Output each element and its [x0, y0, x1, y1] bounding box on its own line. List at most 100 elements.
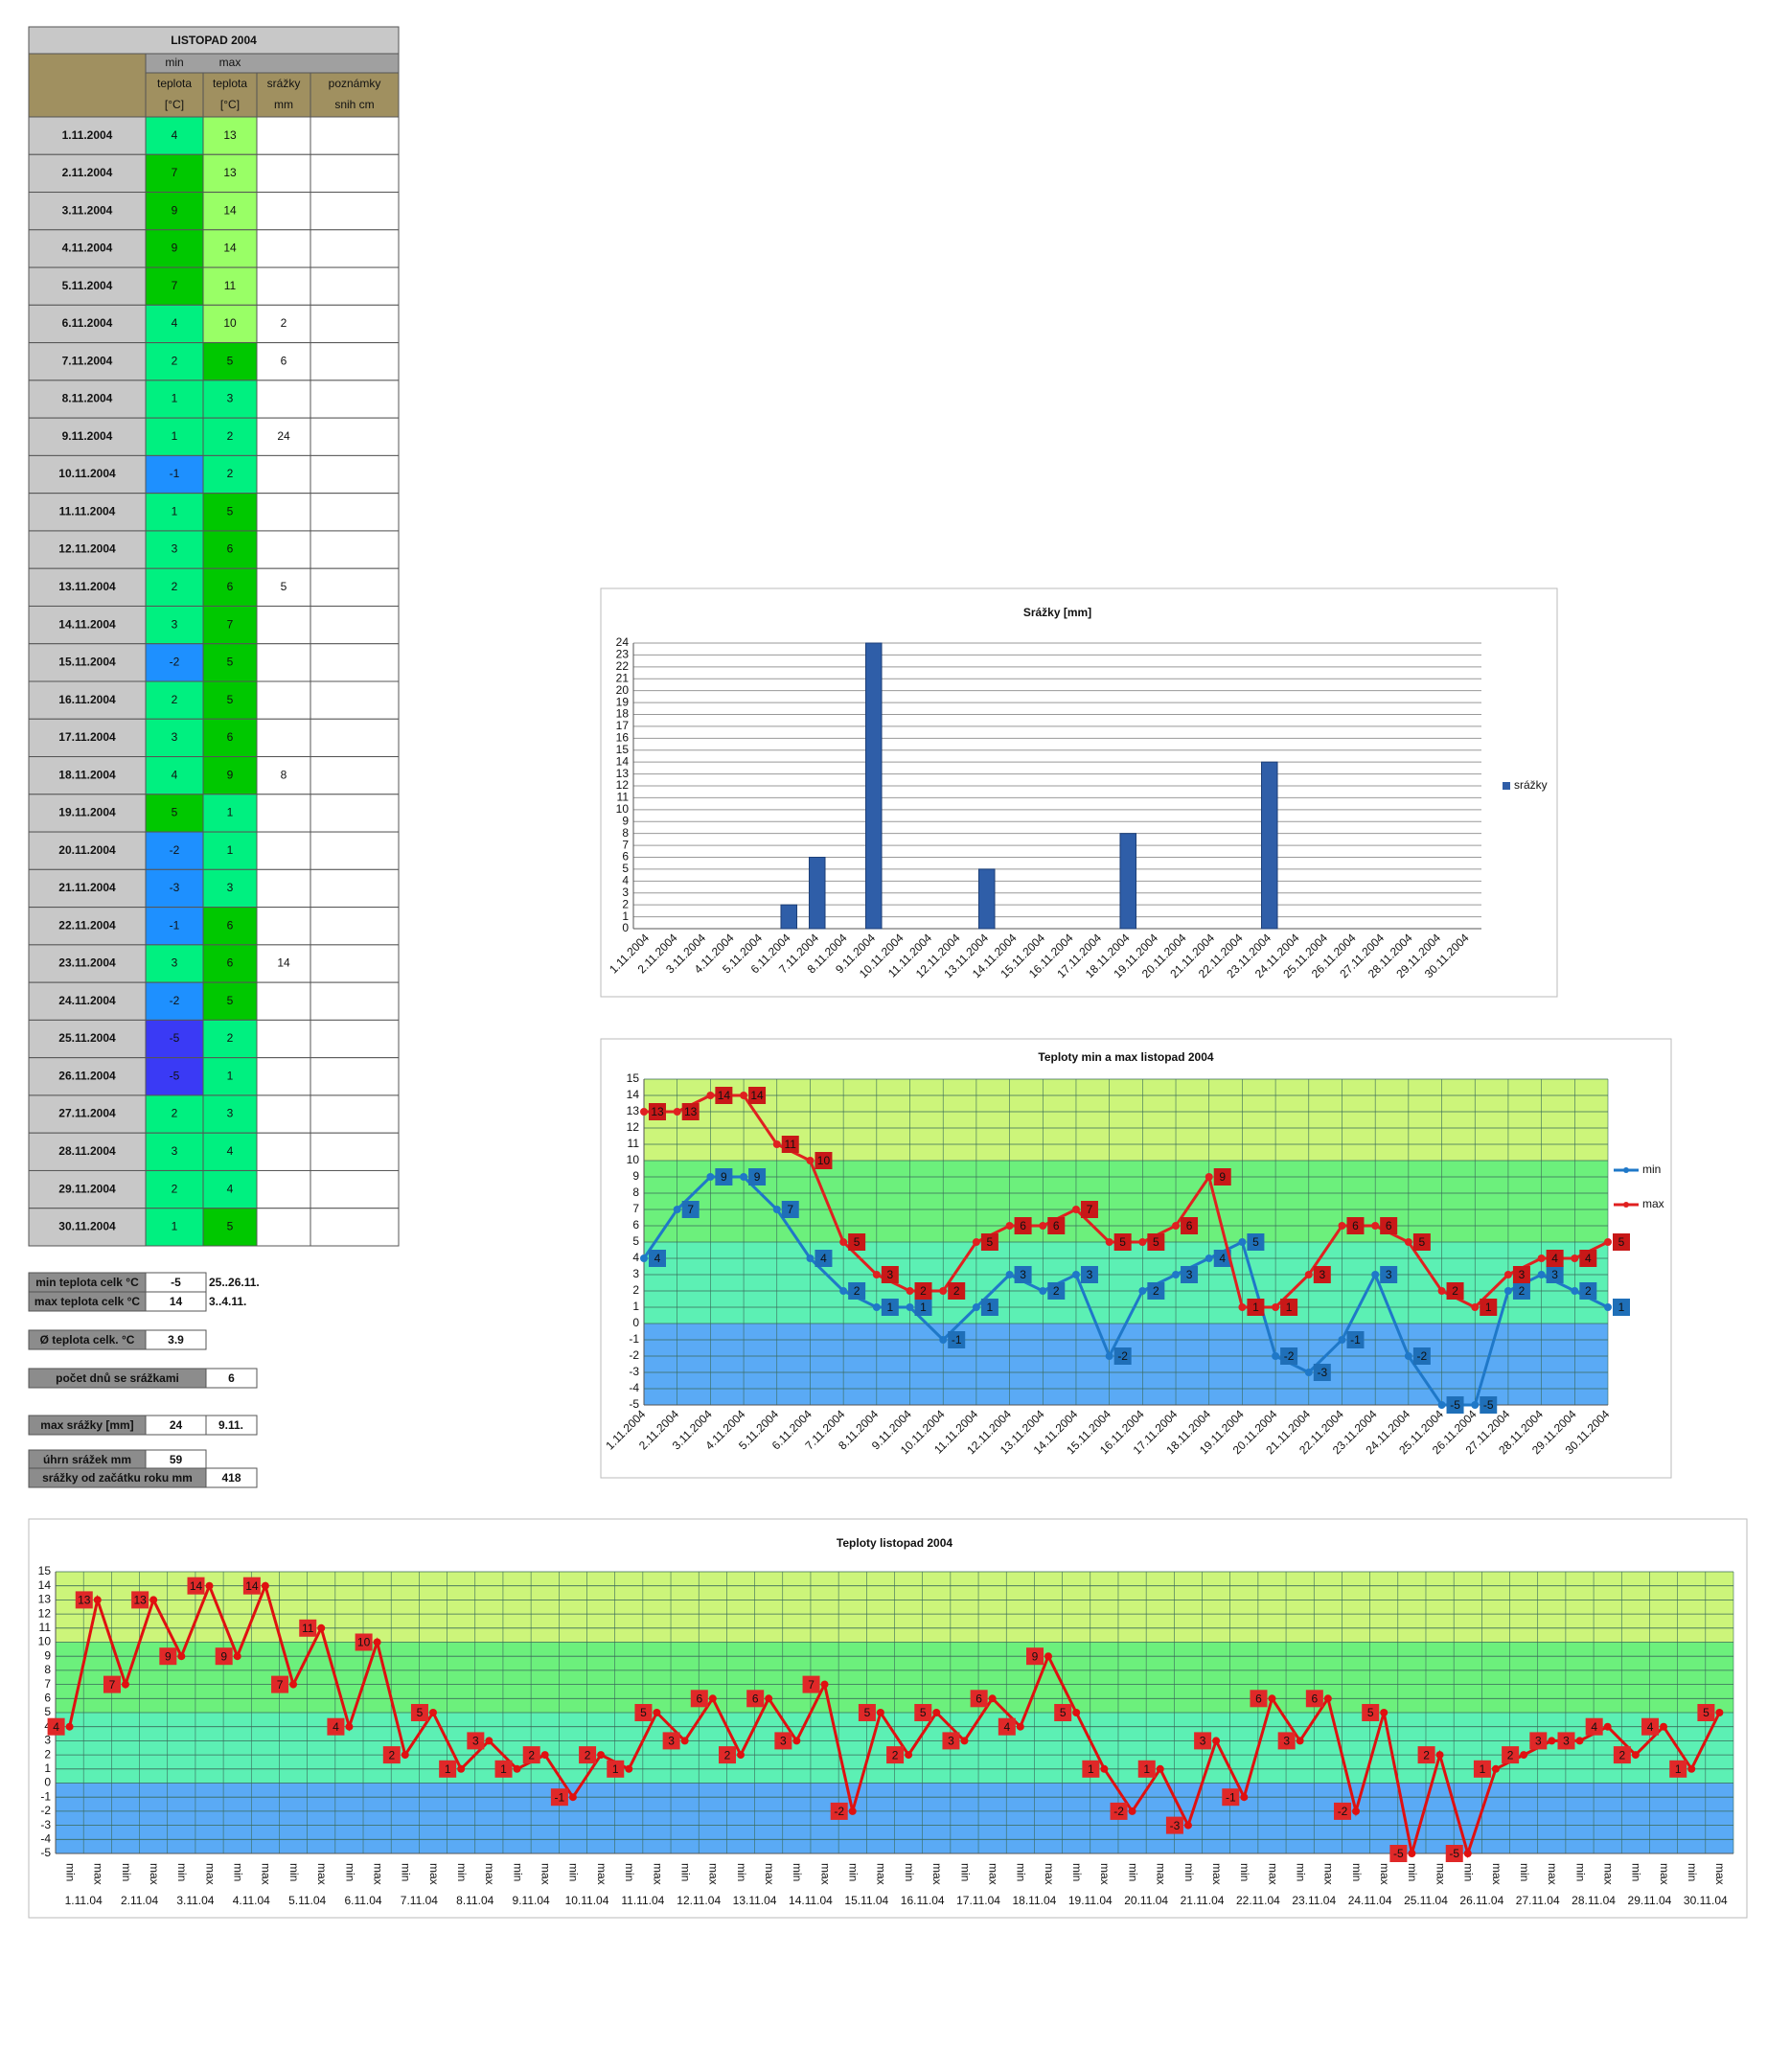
point	[1156, 1764, 1164, 1773]
y-tick-label: 11	[617, 791, 630, 804]
data-label: 11	[785, 1138, 797, 1151]
data-label: 1	[612, 1762, 619, 1776]
temp-cell	[202, 304, 258, 344]
summary-value-cell	[145, 1291, 207, 1312]
y-tick-label: -3	[40, 1818, 51, 1831]
data-label: -2	[1417, 1349, 1428, 1363]
data-label: 1	[1252, 1301, 1259, 1314]
data-label-box	[914, 1704, 932, 1721]
date-cell	[28, 493, 147, 532]
temp-cell	[145, 153, 204, 194]
data-label-box	[1250, 1690, 1268, 1708]
temp-cell	[202, 192, 258, 231]
x-tick-label: max	[315, 1863, 329, 1885]
data-label-box	[1247, 1233, 1265, 1251]
date: 25.11.2004	[58, 1031, 116, 1045]
temp-min: 1	[172, 429, 178, 443]
data-label-box	[830, 1802, 848, 1820]
data-label-box	[980, 1233, 998, 1251]
data-label-box	[1247, 1299, 1265, 1316]
data-label-box	[748, 1168, 767, 1186]
bar	[1119, 833, 1137, 930]
data-label-box	[1147, 1233, 1165, 1251]
data-label: 5	[417, 1706, 424, 1719]
x-tick-label: min	[623, 1863, 636, 1881]
temp-cell	[202, 605, 258, 645]
x-tick-label: min	[847, 1863, 861, 1881]
point	[1352, 1807, 1361, 1815]
note-cell	[310, 680, 400, 720]
temp-min: 2	[172, 580, 178, 593]
summary-label: min teplota celk °C	[35, 1276, 139, 1289]
data-label-box	[815, 1250, 833, 1267]
data-label-box	[948, 1282, 966, 1300]
date-cell	[28, 304, 147, 344]
point	[1408, 1850, 1416, 1857]
data-label: 2	[724, 1748, 731, 1761]
point	[960, 1737, 969, 1745]
point	[1128, 1807, 1136, 1815]
y-tick-label: 21	[616, 671, 630, 684]
data-label: 5	[1252, 1235, 1259, 1249]
precip-cell	[256, 1208, 311, 1247]
line	[68, 1581, 1721, 1859]
y-tick-label: 14	[38, 1578, 52, 1592]
note-cell	[310, 831, 400, 870]
precip-cell	[256, 454, 311, 495]
x-tick-label: max	[1713, 1863, 1727, 1885]
group-label: 14.11.04	[789, 1894, 833, 1907]
group-label: 16.11.04	[901, 1894, 945, 1907]
group-label: 10.11.04	[565, 1894, 609, 1907]
y-tick-label: 2	[44, 1747, 51, 1761]
x-tick-label: max	[371, 1863, 384, 1885]
precip-cell	[256, 831, 311, 870]
note-cell	[310, 530, 400, 569]
precip-cell	[256, 944, 311, 983]
date: 28.11.2004	[58, 1144, 116, 1158]
x-tick-label: min	[400, 1863, 413, 1881]
precip-cell	[256, 794, 311, 833]
date: 22.11.2004	[58, 918, 116, 932]
point	[1435, 1751, 1444, 1760]
point	[597, 1751, 606, 1760]
point	[872, 1303, 881, 1311]
data-label: -2	[834, 1805, 844, 1818]
data-label-box	[1512, 1266, 1530, 1283]
group-label: 4.11.04	[233, 1894, 270, 1907]
data-label: -3	[1317, 1366, 1327, 1379]
date: 2.11.2004	[62, 166, 113, 179]
precip-cell	[256, 1132, 311, 1171]
point	[939, 1336, 948, 1344]
date: 4.11.2004	[62, 242, 113, 255]
date: 8.11.2004	[62, 392, 113, 405]
y-tick-label: 14	[627, 1088, 640, 1101]
data-label-box	[881, 1299, 899, 1316]
group-label: 24.11.04	[1348, 1894, 1392, 1907]
data-label-box	[1113, 1233, 1132, 1251]
point	[1039, 1287, 1047, 1295]
temp-cell	[145, 530, 204, 569]
data-label: 5	[920, 1706, 927, 1719]
date: 1.11.2004	[62, 128, 113, 142]
data-label: 1	[987, 1301, 994, 1314]
header-label: snih cm	[334, 98, 374, 111]
precip-cell	[256, 153, 311, 194]
data-label-box	[75, 1591, 93, 1609]
point	[673, 1206, 681, 1213]
point	[1404, 1352, 1412, 1360]
x-tick-label: max	[930, 1863, 944, 1885]
y-tick-label: 0	[632, 1316, 639, 1329]
point	[373, 1638, 381, 1646]
precip: 14	[277, 956, 290, 970]
group-label: 21.11.04	[1181, 1894, 1225, 1907]
temp-min: -5	[170, 1031, 180, 1045]
y-tick-label: 7	[632, 1202, 639, 1215]
data-label-box	[103, 1675, 121, 1693]
precip-cell	[256, 1019, 311, 1059]
data-label: 2	[1053, 1284, 1060, 1298]
data-label: 9	[165, 1649, 172, 1663]
temp-min: 1	[172, 504, 178, 518]
temp-cell	[202, 530, 258, 569]
data-label-box	[1346, 1217, 1365, 1234]
data-label-box	[970, 1690, 988, 1708]
